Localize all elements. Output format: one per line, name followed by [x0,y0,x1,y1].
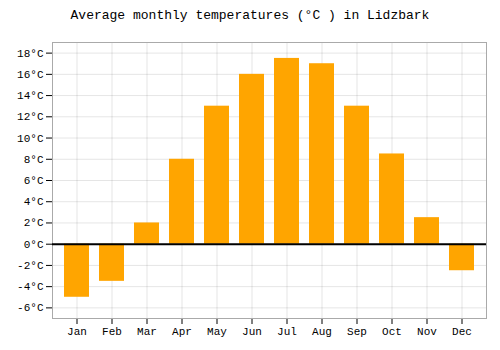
svg-text:0°C: 0°C [24,239,44,251]
svg-text:10°C: 10°C [17,133,44,145]
svg-text:14°C: 14°C [17,90,44,102]
svg-text:Jul: Jul [277,326,297,338]
svg-text:Jan: Jan [67,326,87,338]
svg-text:May: May [207,326,227,338]
svg-text:Apr: Apr [172,326,192,338]
svg-text:-2°C: -2°C [17,260,44,272]
svg-text:Oct: Oct [382,326,402,338]
svg-text:Nov: Nov [417,326,437,338]
svg-text:-4°C: -4°C [17,281,44,293]
svg-text:8°C: 8°C [24,154,44,166]
svg-text:Feb: Feb [102,326,122,338]
svg-text:12°C: 12°C [17,111,44,123]
svg-text:Dec: Dec [452,326,472,338]
svg-text:18°C: 18°C [17,48,44,60]
svg-text:Mar: Mar [137,326,157,338]
svg-text:Aug: Aug [312,326,332,338]
svg-text:Sep: Sep [347,326,367,338]
svg-text:6°C: 6°C [24,175,44,187]
svg-text:2°C: 2°C [24,217,44,229]
html-text:Average monthly temperatures (: Average monthly temperatures (°C ) in Li… [70,8,430,23]
svg-text:Jun: Jun [242,326,262,338]
svg-text:4°C: 4°C [24,196,44,208]
svg-text:16°C: 16°C [17,69,44,81]
svg-text:-6°C: -6°C [17,302,44,314]
